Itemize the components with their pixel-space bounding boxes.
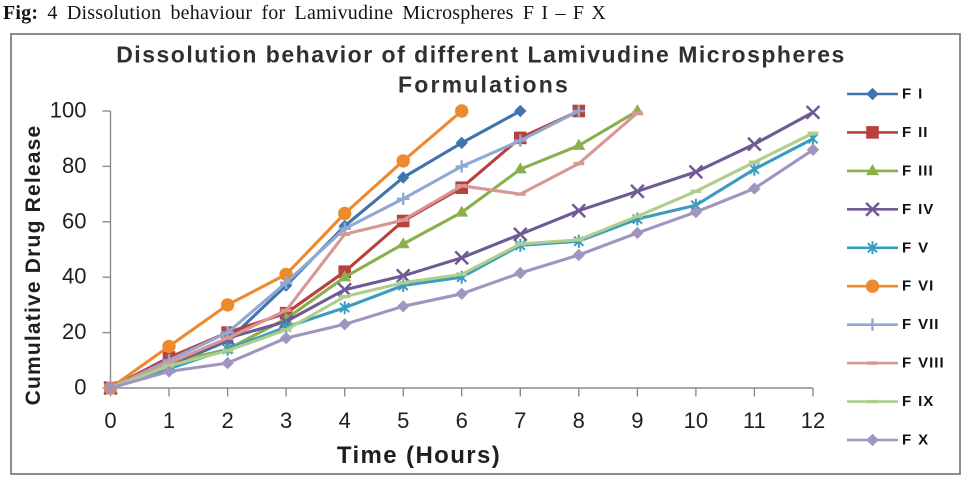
svg-text:8: 8 xyxy=(573,408,585,433)
svg-text:F VIII: F VIII xyxy=(902,355,945,372)
svg-text:F VI: F VI xyxy=(902,278,934,295)
svg-text:F VII: F VII xyxy=(902,316,939,333)
svg-text:F I: F I xyxy=(902,86,923,103)
svg-text:F X: F X xyxy=(902,432,929,449)
svg-text:4: 4 xyxy=(339,408,351,433)
svg-text:0: 0 xyxy=(104,408,116,433)
svg-text:100: 100 xyxy=(50,98,87,123)
svg-text:Dissolution behavior of differ: Dissolution behavior of different Lamivu… xyxy=(116,42,846,68)
svg-text:10: 10 xyxy=(684,408,708,433)
svg-text:F IX: F IX xyxy=(902,393,934,410)
svg-text:60: 60 xyxy=(62,208,86,233)
svg-text:3: 3 xyxy=(280,408,292,433)
svg-text:F V: F V xyxy=(902,239,929,256)
svg-text:Cumulative Drug Release: Cumulative Drug Release xyxy=(22,125,45,406)
svg-text:Time (Hours): Time (Hours) xyxy=(337,442,501,469)
svg-text:5: 5 xyxy=(397,408,409,433)
svg-text:11: 11 xyxy=(743,408,766,433)
svg-text:9: 9 xyxy=(631,408,643,433)
svg-text:80: 80 xyxy=(62,153,86,178)
svg-text:6: 6 xyxy=(456,408,468,433)
svg-text:1: 1 xyxy=(163,408,175,433)
svg-text:0: 0 xyxy=(74,375,86,400)
svg-text:Formulations: Formulations xyxy=(398,72,570,98)
svg-text:7: 7 xyxy=(514,408,526,433)
svg-text:F II: F II xyxy=(902,124,928,141)
svg-text:2: 2 xyxy=(221,408,233,433)
svg-text:12: 12 xyxy=(801,408,825,433)
svg-text:20: 20 xyxy=(62,319,86,344)
svg-text:F III: F III xyxy=(902,162,934,179)
svg-text:F IV: F IV xyxy=(902,201,934,218)
svg-text:40: 40 xyxy=(62,264,86,289)
